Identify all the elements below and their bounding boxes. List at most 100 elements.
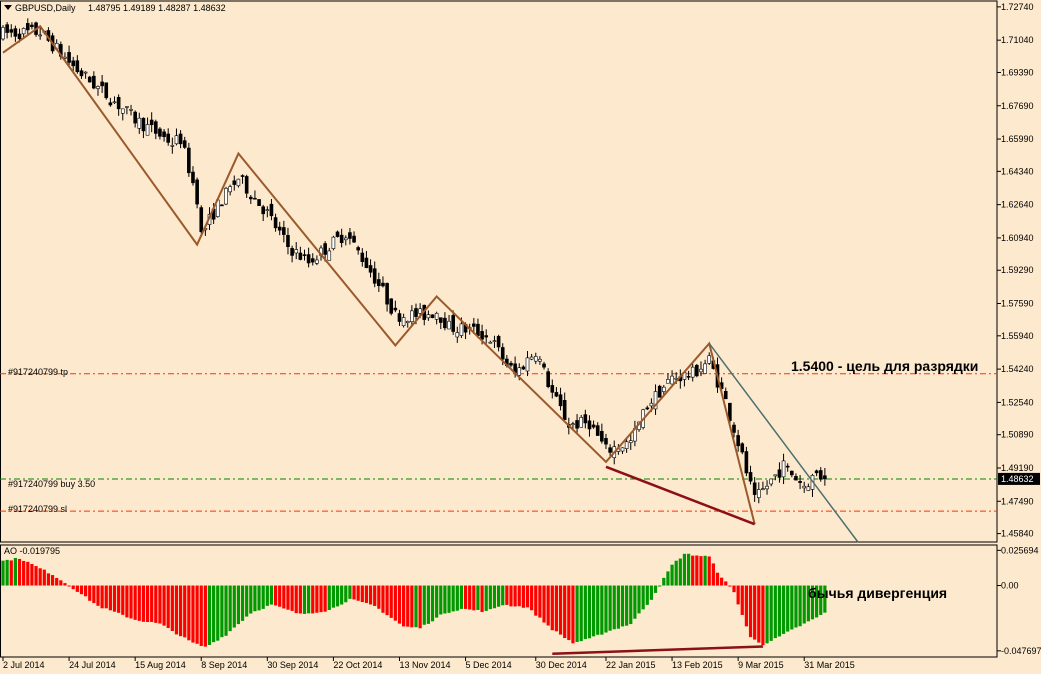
candle-body [273, 217, 278, 229]
candle [410, 305, 414, 326]
candle [802, 481, 807, 493]
candle-body [112, 101, 117, 104]
candle-body [166, 133, 170, 143]
ao-bar [720, 577, 724, 586]
ao-bar [777, 585, 782, 637]
ao-bar [728, 585, 732, 587]
price-tick-label: 1.50890 [1001, 430, 1034, 440]
candle-body [752, 482, 757, 495]
ao-bar [5, 559, 9, 586]
candle-body [265, 209, 270, 211]
ao-bar [501, 585, 505, 606]
ao-bar [265, 585, 269, 606]
candle-body [290, 248, 294, 256]
candle [587, 415, 592, 437]
ao-bar [422, 585, 426, 625]
candle-body [438, 317, 443, 323]
ao-bar [662, 577, 666, 586]
date-tick-label: 15 Aug 2014 [135, 660, 186, 670]
ao-bar [794, 585, 798, 628]
ao-bar [765, 585, 769, 644]
candle-body [798, 481, 802, 483]
candle [455, 326, 460, 343]
candle-body [224, 188, 228, 205]
ao-bar [430, 585, 435, 622]
symbol-menu-icon[interactable] [4, 5, 12, 10]
candle-body [277, 226, 282, 231]
candle [100, 74, 104, 93]
ao-bar [711, 563, 715, 586]
candle-body [410, 310, 414, 322]
ao-bar [360, 585, 364, 603]
candle [162, 129, 166, 142]
candle [232, 175, 237, 191]
ao-bar [798, 585, 802, 627]
candle [381, 276, 385, 288]
ao-bar [269, 585, 274, 605]
candle [224, 186, 228, 206]
ao-bar [786, 585, 790, 632]
candle [736, 429, 740, 452]
candle [451, 310, 455, 335]
candle [261, 204, 265, 222]
candle [377, 272, 381, 292]
ao-bar [319, 585, 323, 613]
candle-body [298, 252, 303, 260]
candle [25, 18, 30, 35]
candle [129, 104, 133, 116]
candle [798, 475, 802, 490]
ao-bar [571, 585, 575, 644]
ao-bar [257, 585, 261, 611]
ao-bar [534, 585, 538, 616]
candle [794, 473, 798, 481]
candle-body [195, 179, 199, 205]
candle [761, 481, 765, 491]
candle-body [257, 199, 261, 207]
candle [781, 453, 786, 485]
ao-bar [335, 585, 340, 607]
candle-body [492, 340, 497, 342]
candle-body [707, 355, 712, 364]
ao-bar [455, 585, 459, 611]
ao-bar [521, 585, 525, 608]
resistance-trendline [708, 343, 859, 543]
candle-body [269, 203, 274, 217]
ao-bar [608, 585, 612, 631]
candle-body [740, 443, 745, 453]
ao-histogram [1, 553, 827, 647]
price-tick-label: 1.54240 [1001, 364, 1034, 374]
candle [699, 361, 703, 377]
ao-bar [703, 555, 707, 586]
candle-body [670, 375, 674, 385]
candle [426, 310, 431, 321]
candle [405, 320, 410, 328]
candle-body [335, 231, 340, 237]
candle [249, 194, 253, 204]
candle [492, 335, 497, 349]
ao-bar [443, 585, 447, 614]
candle [666, 373, 670, 384]
ao-bar [761, 585, 765, 646]
candle-body [761, 488, 765, 490]
ao-bar [682, 553, 687, 586]
candle [488, 340, 493, 344]
date-tick-label: 30 Sep 2014 [267, 660, 318, 670]
candle [191, 166, 195, 186]
ao-bar [744, 585, 748, 627]
candle [133, 110, 137, 128]
candle [546, 368, 550, 389]
candle [302, 249, 307, 261]
ao-bar [170, 585, 174, 631]
candle-body [703, 363, 707, 374]
candle [790, 470, 794, 478]
ao-bar [282, 585, 286, 609]
candle [273, 213, 278, 232]
candle [112, 96, 117, 105]
candle-body [529, 356, 534, 360]
ao-bar [150, 585, 154, 622]
candle-body [620, 447, 625, 452]
candle [397, 309, 402, 326]
ao-bar [224, 585, 228, 636]
price-tick-label: 1.69390 [1001, 67, 1034, 77]
